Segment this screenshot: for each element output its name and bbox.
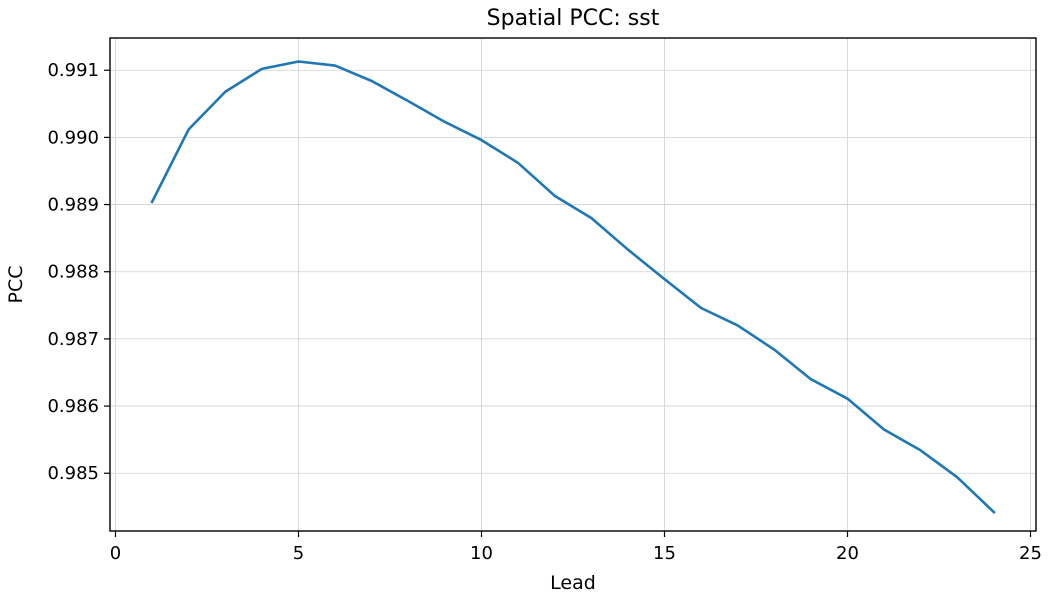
y-tick-label: 0.991 (47, 60, 99, 81)
plot-area-frame (109, 37, 1037, 532)
ticks: 0 5 10 15 20 25 0.985 0.986 0.987 0.988 0.989 0.990… (47, 60, 1041, 564)
x-tick-label: 0 (110, 543, 121, 564)
y-tick-label: 0.989 (47, 195, 99, 216)
x-tick-label: 10 (470, 543, 493, 564)
x-tick-label: 15 (653, 543, 676, 564)
y-tick-label: 0.988 (47, 262, 99, 283)
x-axis-title: Lead (550, 572, 596, 594)
chart-title: Spatial PCC: sst (487, 6, 660, 31)
series-layer (150, 60, 996, 515)
y-tick-label: 0.987 (47, 329, 99, 350)
x-tick-label: 20 (836, 543, 859, 564)
series-line (150, 60, 996, 515)
y-tick-label: 0.985 (47, 463, 99, 484)
y-axis-title: PCC (5, 266, 27, 304)
x-tick-label: 25 (1019, 543, 1042, 564)
y-tick-label: 0.986 (47, 396, 99, 417)
y-tick-label: 0.990 (47, 127, 99, 148)
grid (110, 38, 1036, 531)
x-tick-label: 5 (293, 543, 304, 564)
